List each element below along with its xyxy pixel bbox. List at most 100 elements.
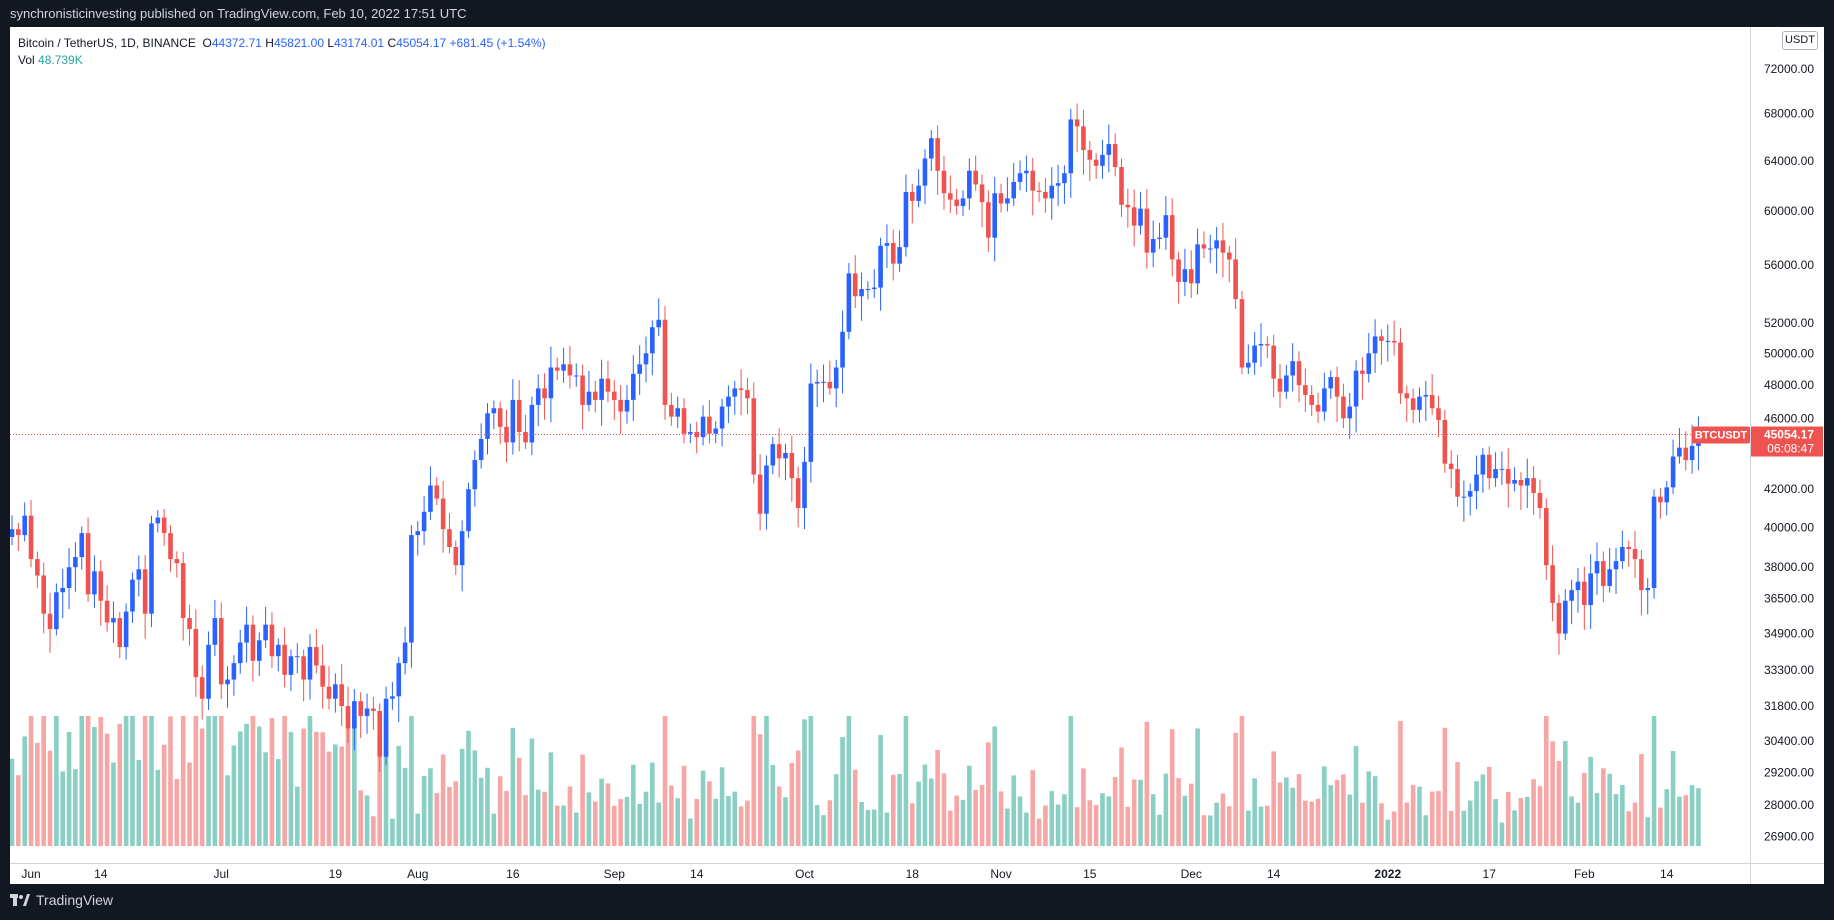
candle-body bbox=[1670, 456, 1676, 488]
volume-bar bbox=[1341, 774, 1346, 846]
legend-vol-label[interactable]: Vol bbox=[18, 53, 35, 67]
volume-bar bbox=[903, 716, 909, 846]
candle-body bbox=[935, 138, 940, 171]
candle-body bbox=[770, 444, 776, 466]
candle-body bbox=[929, 138, 934, 159]
candle-body bbox=[1303, 385, 1308, 395]
candle-body bbox=[1505, 469, 1511, 484]
volume-bar bbox=[390, 818, 395, 846]
volume-bar bbox=[111, 762, 116, 846]
legend-symbol[interactable]: Bitcoin / TetherUS, 1D, BINANCE bbox=[18, 36, 196, 50]
candle-body bbox=[1588, 573, 1593, 606]
volume-bar bbox=[713, 798, 719, 846]
candle-body bbox=[1582, 581, 1587, 606]
volume-bar bbox=[1366, 771, 1372, 846]
candle-body bbox=[573, 375, 579, 377]
volume-bar bbox=[1220, 793, 1226, 846]
volume-bar bbox=[1150, 794, 1156, 846]
volume-bar bbox=[1512, 810, 1517, 846]
candle-body bbox=[1024, 170, 1029, 174]
volume-bar bbox=[1036, 818, 1042, 846]
candle-body bbox=[510, 399, 516, 443]
volume-bar bbox=[1607, 773, 1612, 846]
volume-bar bbox=[1556, 760, 1562, 846]
volume-bar bbox=[916, 781, 921, 846]
candle-body bbox=[1036, 190, 1042, 192]
volume-bar bbox=[54, 716, 59, 846]
candle-body bbox=[998, 193, 1004, 204]
candle-body bbox=[1429, 394, 1435, 409]
x-tick-label: 16 bbox=[506, 867, 520, 881]
volume-bar bbox=[567, 786, 573, 846]
candle-body bbox=[789, 452, 795, 479]
volume-bar bbox=[599, 778, 604, 846]
volume-bar bbox=[1182, 795, 1188, 846]
volume-bar bbox=[548, 752, 554, 846]
volume-bar bbox=[1493, 799, 1498, 846]
volume-bar bbox=[1651, 716, 1657, 846]
candle-body bbox=[523, 431, 528, 443]
volume-bar bbox=[1372, 776, 1378, 846]
volume-bar bbox=[1683, 795, 1689, 846]
candle-body bbox=[275, 644, 281, 657]
volume-bar bbox=[789, 762, 795, 846]
volume-bar bbox=[22, 736, 27, 846]
candle-body bbox=[529, 404, 535, 443]
volume-bar bbox=[1639, 754, 1644, 846]
volume-bar bbox=[745, 800, 750, 846]
candle-body bbox=[199, 677, 205, 699]
volume-bar bbox=[377, 732, 383, 846]
candle-body bbox=[605, 378, 611, 392]
candle-body bbox=[890, 243, 896, 264]
candle-body bbox=[1531, 478, 1536, 493]
candle-body bbox=[1258, 344, 1264, 346]
candle-body bbox=[1068, 119, 1074, 174]
volume-bar bbox=[1563, 741, 1568, 846]
candle-body bbox=[808, 383, 814, 462]
volume-bar bbox=[231, 745, 237, 846]
volume-bar bbox=[1455, 762, 1460, 846]
volume-bar bbox=[656, 802, 661, 846]
candle-body bbox=[1632, 548, 1638, 560]
candle-body bbox=[535, 388, 541, 405]
x-tick-label: Jun bbox=[21, 867, 40, 881]
volume-bar bbox=[1334, 779, 1340, 846]
volume-bar bbox=[1119, 747, 1124, 846]
volume-bar bbox=[1290, 787, 1295, 846]
candle-body bbox=[1683, 447, 1689, 461]
tradingview-logo[interactable]: TradingView bbox=[10, 892, 113, 908]
volume-bar bbox=[992, 726, 997, 846]
chart-frame[interactable]: Bitcoin / TetherUS, 1D, BINANCE O44372.7… bbox=[10, 27, 1824, 884]
volume-bar bbox=[1347, 794, 1353, 846]
x-tick-label: 18 bbox=[906, 867, 920, 881]
volume-bar bbox=[764, 716, 769, 846]
volume-bar bbox=[1017, 796, 1023, 846]
candle-body bbox=[669, 404, 674, 417]
volume-bar bbox=[650, 762, 655, 846]
volume-bar bbox=[1620, 784, 1625, 846]
candle-body bbox=[1550, 565, 1555, 603]
candle-body bbox=[865, 289, 871, 291]
volume-bar bbox=[1214, 802, 1219, 846]
candle-body bbox=[35, 559, 40, 576]
volume-bar bbox=[688, 818, 693, 846]
candle-body bbox=[22, 515, 27, 536]
volume-bar bbox=[98, 717, 104, 846]
volume-bar bbox=[47, 750, 53, 846]
volume-bar bbox=[79, 716, 85, 846]
volume-bar bbox=[618, 799, 623, 846]
volume-bar bbox=[719, 767, 725, 846]
candle-body bbox=[897, 247, 902, 264]
candle-body bbox=[434, 485, 440, 499]
volume-bar bbox=[694, 798, 700, 846]
y-tick-label: 26900.00 bbox=[1764, 829, 1814, 843]
candlestick-chart[interactable]: 72000.00 68000.00 64000.00 60000.00 56000.00… bbox=[10, 27, 1824, 884]
volume-bar bbox=[504, 790, 509, 846]
volume-bar bbox=[948, 810, 953, 846]
y-tick-label: 50000.00 bbox=[1764, 346, 1814, 360]
volume-bar bbox=[1258, 806, 1264, 846]
volume-bar bbox=[1410, 784, 1416, 846]
volume-bar bbox=[333, 744, 338, 846]
candle-body bbox=[1296, 361, 1302, 386]
currency-button[interactable]: USDT bbox=[1782, 31, 1818, 50]
